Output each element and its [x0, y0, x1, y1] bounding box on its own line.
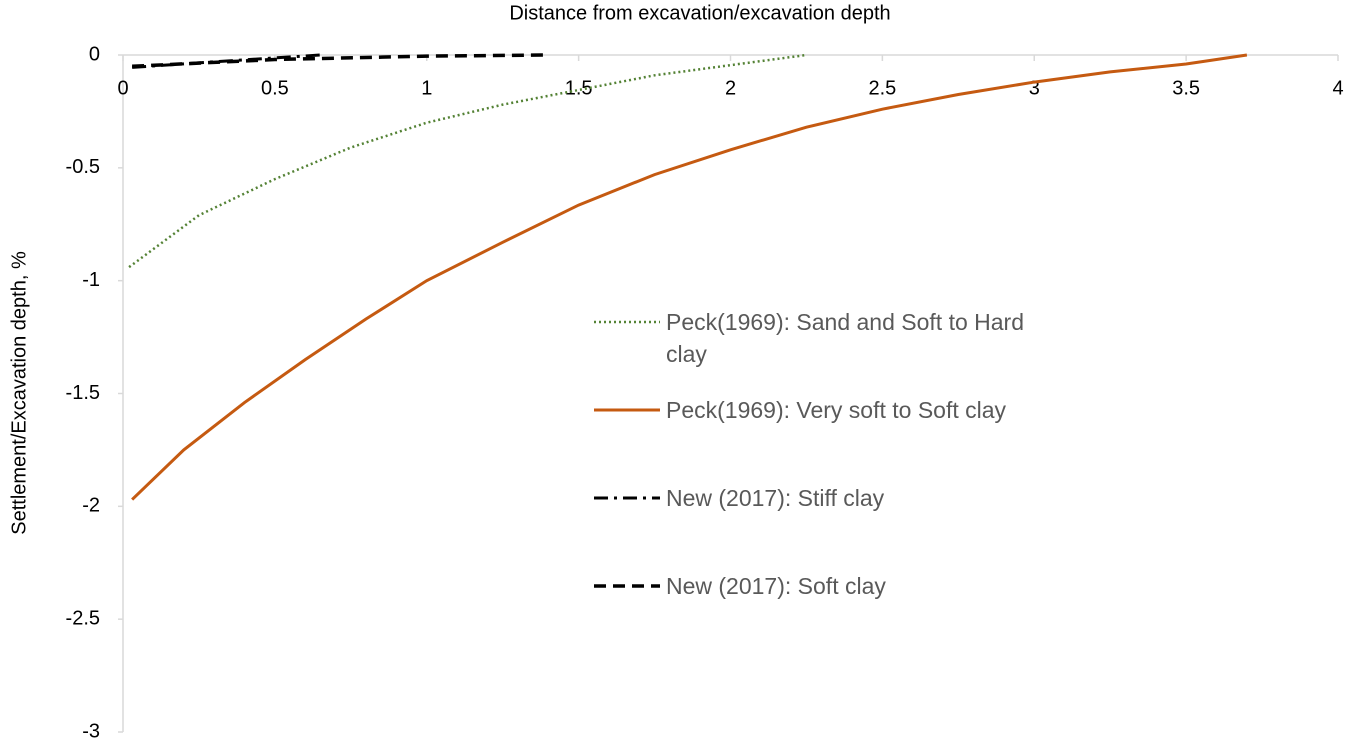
legend-item: Peck(1969): Very soft to Soft clay: [592, 394, 1032, 482]
legend-item: New (2017): Stiff clay: [592, 482, 1032, 570]
y-tick-label: -1: [82, 269, 100, 291]
x-tick-label: 2: [725, 77, 736, 99]
series-line: [132, 53, 549, 69]
x-tick-label: 3.5: [1172, 77, 1200, 99]
legend-label: New (2017): Stiff clay: [666, 485, 885, 511]
legend-label: New (2017): Soft clay: [666, 573, 886, 599]
y-tick-label: -2.5: [66, 607, 100, 629]
y-tick-label: -3: [82, 720, 100, 740]
y-tick-label: -1.5: [66, 382, 100, 404]
legend: Peck(1969): Sand and Soft to Hard clay Pe…: [592, 306, 1032, 658]
legend-swatch: [594, 584, 660, 588]
legend-swatch: [594, 408, 660, 412]
legend-swatch: [594, 320, 660, 324]
x-tick-label: 0.5: [261, 77, 289, 99]
x-tick-label: 1.5: [565, 77, 593, 99]
legend-item: Peck(1969): Sand and Soft to Hard clay: [592, 306, 1032, 394]
y-tick-label: -0.5: [66, 156, 100, 178]
x-tick-label: 3: [1029, 77, 1040, 99]
x-tick-label: 0: [117, 77, 128, 99]
series-line: [128, 53, 807, 269]
y-tick-label: -2: [82, 495, 100, 517]
x-tick-label: 4: [1332, 77, 1343, 99]
x-axis-title: Distance from excavation/excavation dept…: [509, 2, 890, 24]
series-line: [131, 53, 1248, 501]
legend-swatch: [594, 496, 660, 500]
y-tick-label: 0: [89, 43, 100, 65]
legend-item: New (2017): Soft clay: [592, 570, 1032, 658]
y-axis-title: Settlement/Excavation depth, %: [8, 251, 30, 535]
x-tick-label: 2.5: [868, 77, 896, 99]
legend-label: Peck(1969): Very soft to Soft clay: [666, 397, 1007, 423]
series-line: [132, 53, 321, 69]
legend-label: Peck(1969): Sand and Soft to Hard clay: [666, 309, 1024, 367]
x-tick-label: 1: [421, 77, 432, 99]
